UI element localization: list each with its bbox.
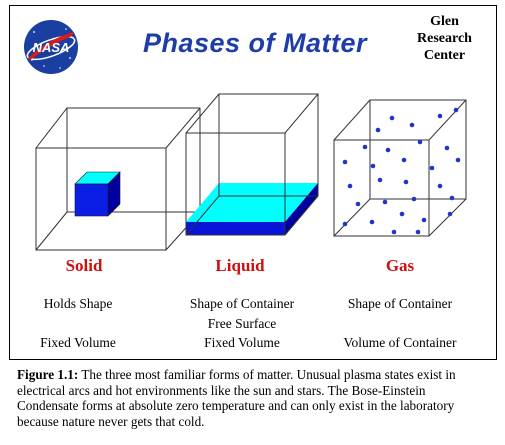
- liquid-diagram: [185, 93, 319, 236]
- page-title: Phases of Matter: [142, 28, 368, 58]
- gas-particle: [389, 115, 395, 121]
- gas-particle: [399, 211, 405, 217]
- gas-particles: [342, 107, 461, 235]
- gas-particle: [382, 199, 388, 205]
- gas-particle: [429, 165, 435, 171]
- gas-particle: [342, 221, 348, 227]
- liquid-prop-1: Shape of Container: [189, 296, 295, 311]
- gas-particle: [403, 179, 409, 185]
- research-center-label: Glen Research Center: [392, 13, 497, 64]
- caption-label: Figure 1.1:: [17, 367, 79, 382]
- nasa-logo: NASA: [24, 20, 78, 74]
- caption-text: The three most familiar forms of matter.…: [17, 367, 456, 429]
- gas-particle: [362, 144, 368, 150]
- solid-prop-3: Fixed Volume: [40, 335, 116, 350]
- center-line-3: Center: [423, 48, 466, 63]
- center-line-2: Research: [417, 31, 472, 46]
- liquid-prop-2: Free Surface: [207, 316, 277, 331]
- gas-particle: [370, 163, 376, 169]
- gas-particle: [437, 183, 443, 189]
- gas-particle: [447, 211, 453, 217]
- gas-particle: [377, 177, 383, 183]
- gas-particle: [453, 107, 459, 113]
- solid-block: [74, 171, 121, 217]
- gas-particle: [417, 139, 423, 145]
- gas-particle: [369, 219, 375, 225]
- figure-frame: [9, 5, 497, 360]
- gas-particle: [455, 157, 461, 163]
- solid-prop-1: Holds Shape: [43, 296, 113, 311]
- center-line-1: Glen: [430, 14, 459, 29]
- gas-particle: [449, 195, 455, 201]
- liquid-prop-3: Fixed Volume: [204, 335, 280, 350]
- gas-prop-1: Shape of Container: [347, 296, 453, 311]
- gas-particle: [415, 229, 421, 235]
- gas-particle: [437, 113, 443, 119]
- gas-particle: [409, 122, 415, 128]
- gas-particle: [347, 183, 353, 189]
- phase-name-gas: Gas: [385, 256, 415, 275]
- phase-name-liquid: Liquid: [215, 256, 265, 275]
- gas-particle: [391, 229, 397, 235]
- phase-name-solid: Solid: [65, 256, 103, 275]
- gas-prop-3: Volume of Container: [343, 335, 457, 350]
- gas-particle: [421, 217, 427, 223]
- svg-text:NASA: NASA: [33, 40, 70, 55]
- gas-particle: [411, 196, 417, 202]
- gas-particle: [401, 157, 407, 163]
- figure-caption: Figure 1.1: The three most familiar form…: [17, 367, 487, 429]
- gas-particle: [385, 147, 391, 153]
- gas-particle: [355, 201, 361, 207]
- gas-particle: [444, 145, 450, 151]
- gas-particle: [375, 127, 381, 133]
- gas-diagram: [333, 99, 467, 237]
- solid-diagram: [35, 107, 201, 251]
- gas-particle: [342, 159, 348, 165]
